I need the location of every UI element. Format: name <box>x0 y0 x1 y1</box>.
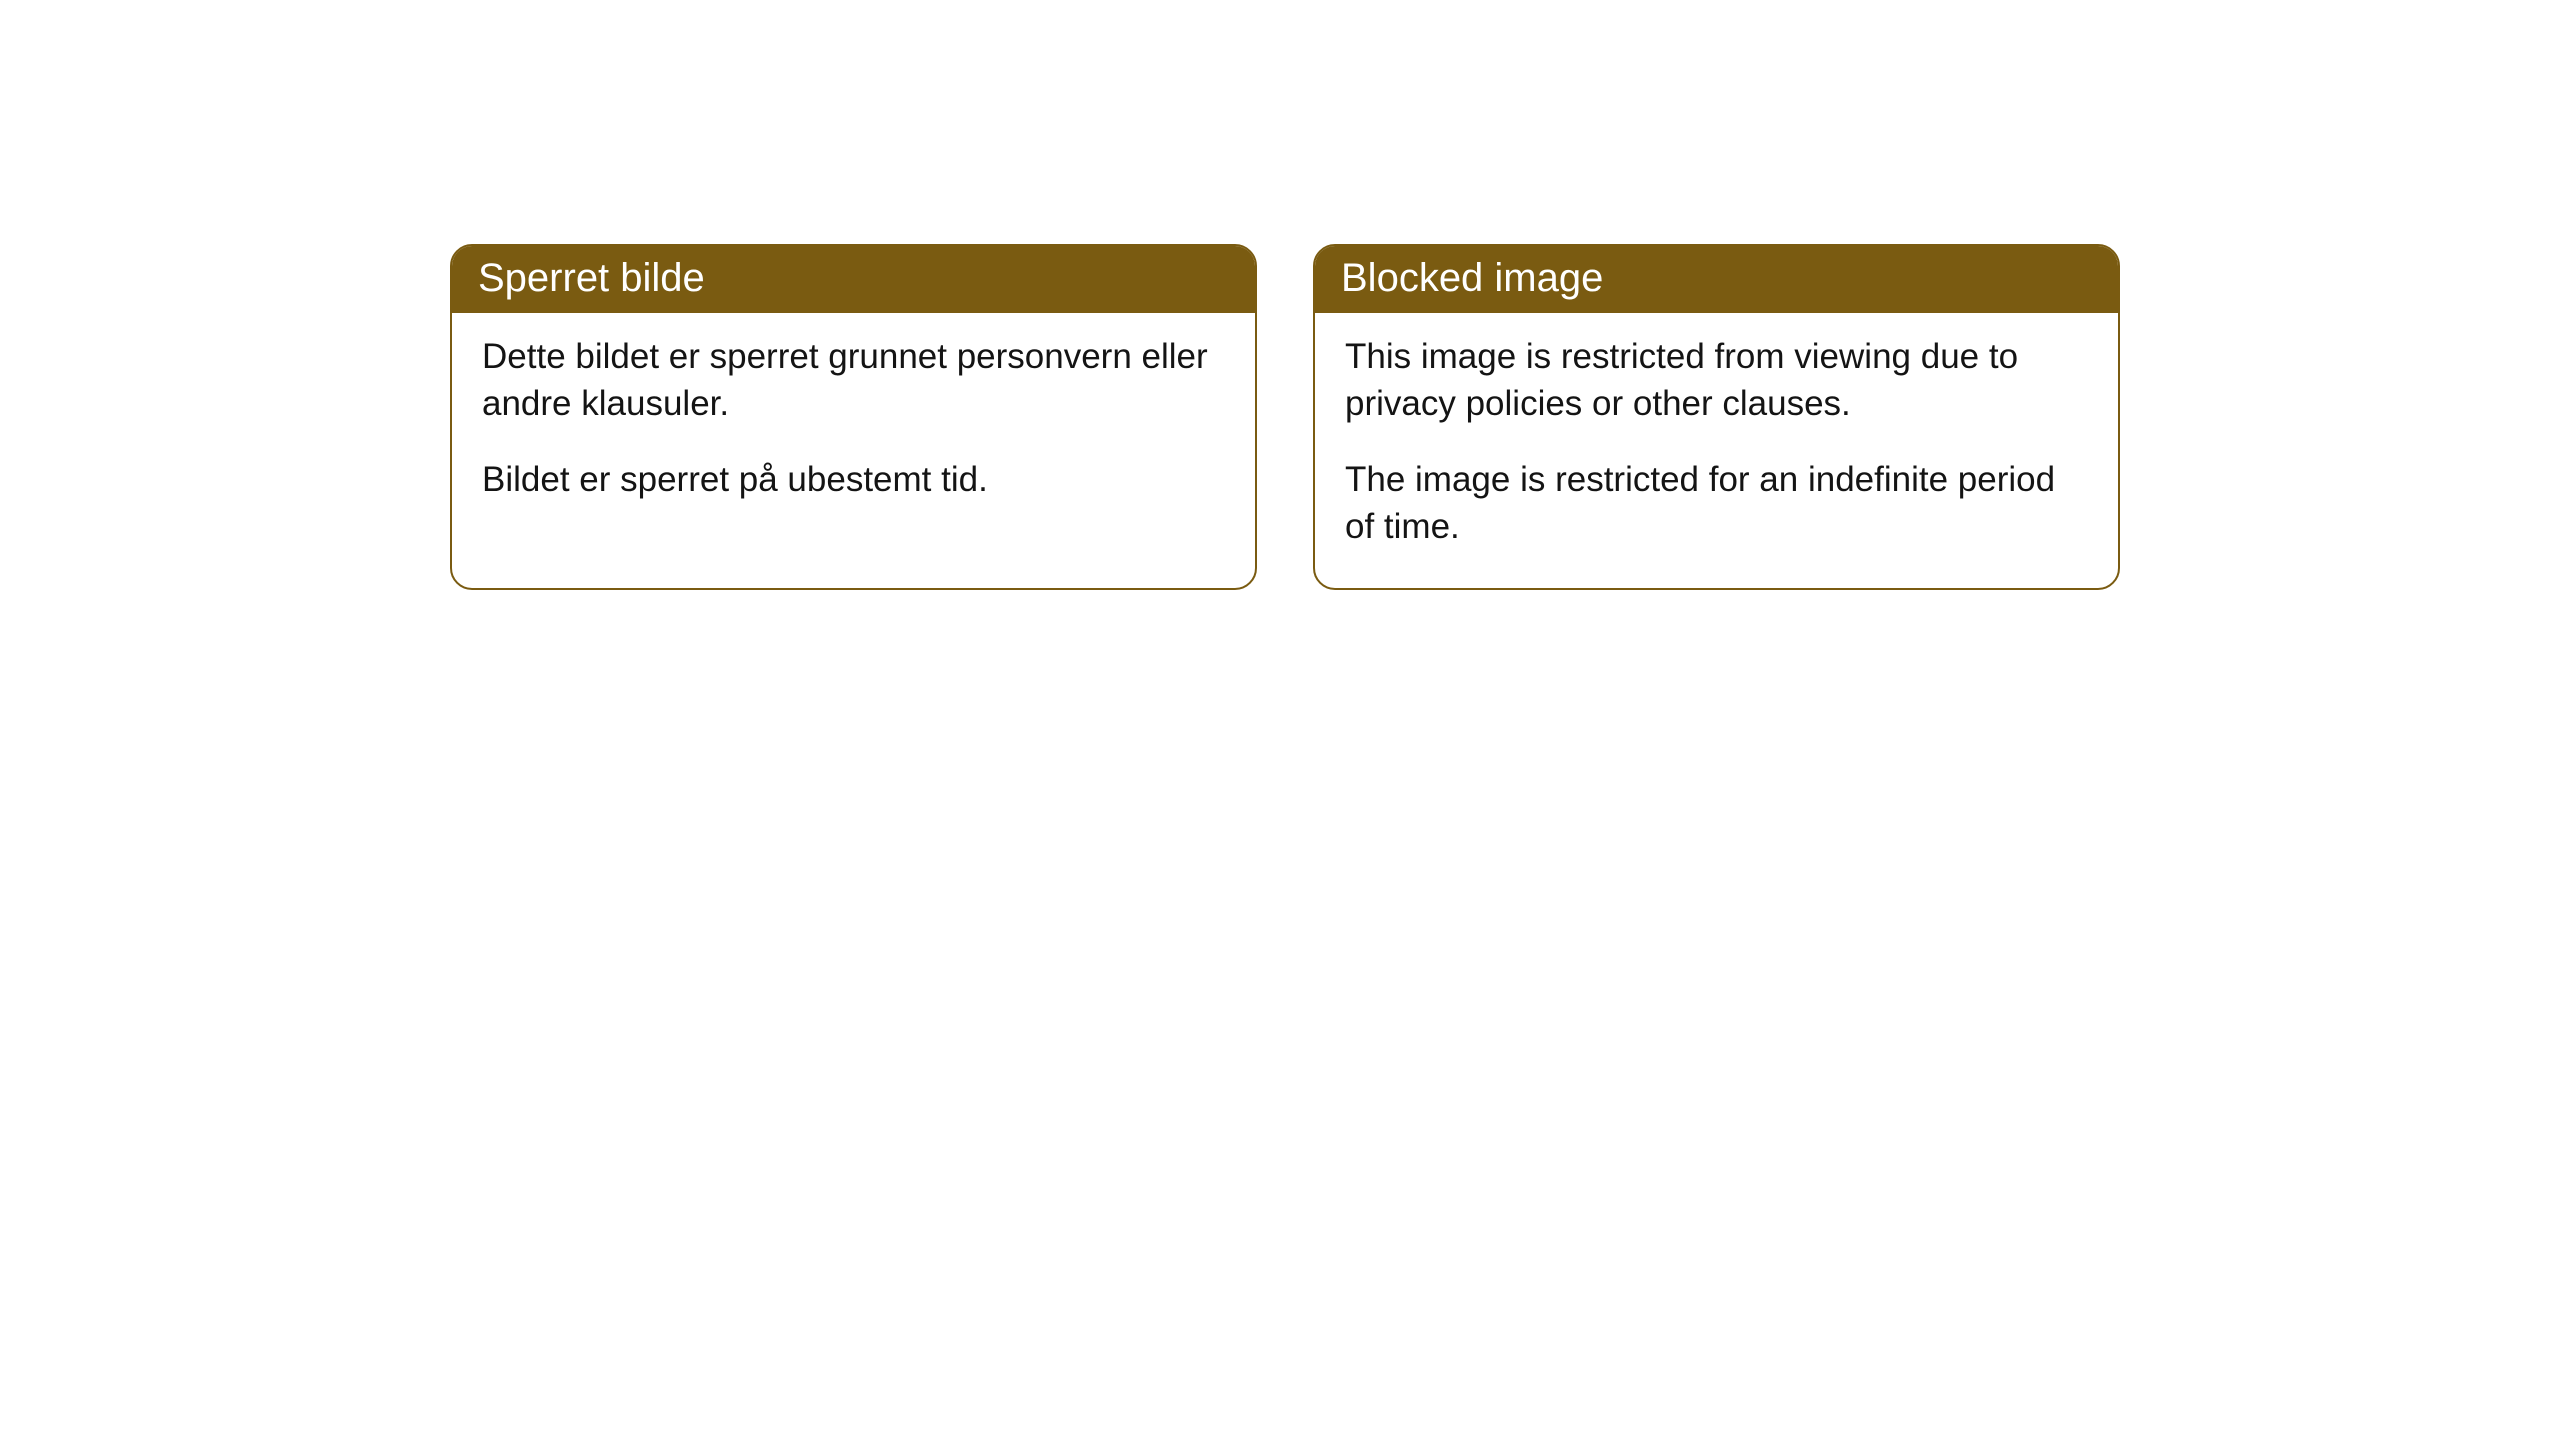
cards-container: Sperret bilde Dette bildet er sperret gr… <box>450 244 2120 590</box>
card-body-english: This image is restricted from viewing du… <box>1315 313 2118 588</box>
card-title: Blocked image <box>1341 256 1603 300</box>
card-english: Blocked image This image is restricted f… <box>1313 244 2120 590</box>
card-header-norwegian: Sperret bilde <box>452 246 1255 313</box>
card-paragraph: This image is restricted from viewing du… <box>1345 333 2088 428</box>
card-title: Sperret bilde <box>478 256 705 300</box>
card-paragraph: Dette bildet er sperret grunnet personve… <box>482 333 1225 428</box>
card-body-norwegian: Dette bildet er sperret grunnet personve… <box>452 313 1255 541</box>
card-header-english: Blocked image <box>1315 246 2118 313</box>
card-norwegian: Sperret bilde Dette bildet er sperret gr… <box>450 244 1257 590</box>
card-paragraph: Bildet er sperret på ubestemt tid. <box>482 456 1225 503</box>
card-paragraph: The image is restricted for an indefinit… <box>1345 456 2088 551</box>
